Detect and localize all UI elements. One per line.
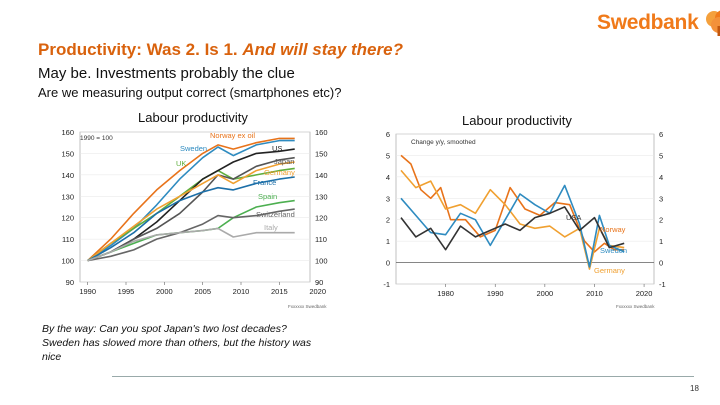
chart-1-title: Labour productivity — [138, 110, 248, 125]
chart-2-source: Fxxxxxx Swedbank — [616, 304, 655, 309]
legend-label-switzerland: Switzerland — [256, 210, 295, 219]
chart-1-xtick: 2010 — [233, 287, 250, 296]
legend-label-sweden: Sweden — [600, 246, 627, 255]
chart-1-xtick: 1995 — [118, 287, 135, 296]
series-line-sweden — [400, 184, 625, 268]
chart-2-xtick: 2020 — [636, 289, 653, 298]
slide-question: Are we measuring output correct (smartph… — [38, 85, 342, 100]
legend-label-sweden: Sweden — [180, 144, 207, 153]
chart-labour-productivity-growth: Labour productivity Change y/y, smoothed… — [366, 108, 676, 310]
chart-1-ytick-right: 150 — [315, 149, 328, 158]
chart-2-ytick-right: 0 — [659, 259, 663, 268]
chart-2-ytick-right: 3 — [659, 194, 663, 203]
chart-2-ytick-left: 4 — [386, 173, 390, 182]
chart-1-ytick-right: 120 — [315, 214, 328, 223]
chart-1-ytick-right: 140 — [315, 171, 328, 180]
note-line-2: Sweden has slowed more than others, but … — [42, 337, 312, 349]
chart-1-ytick-left: 120 — [61, 214, 74, 223]
chart-1-ytick-right: 100 — [315, 257, 328, 266]
legend-label-uk: UK — [176, 159, 186, 168]
series-line-italy — [87, 227, 295, 262]
chart-2-ytick-right: 5 — [659, 151, 663, 160]
chart-2-ytick-right: 1 — [659, 237, 663, 246]
chart-1-ytick-right: 160 — [315, 128, 328, 137]
note-line-1: By the way: Can you spot Japan's two los… — [42, 323, 287, 335]
series-line-switzerland — [87, 208, 295, 262]
series-line-usa — [400, 206, 625, 251]
chart-2-xtick: 2000 — [537, 289, 554, 298]
oak-tree-logo-icon — [706, 10, 720, 36]
chart-1-ytick-left: 140 — [61, 171, 74, 180]
chart-1-ytick-right: 110 — [315, 235, 327, 244]
chart-1-ytick-left: 130 — [61, 192, 74, 201]
chart-1-xtick: 2020 — [309, 287, 326, 296]
chart-2-ytick-left: 3 — [386, 194, 390, 203]
legend-label-italy: Italy — [264, 223, 278, 232]
slide-subtitle: May be. Investments probably the clue — [38, 65, 295, 82]
chart-1-xtick: 2005 — [194, 287, 211, 296]
legend-label-us: US — [272, 144, 282, 153]
series-line-norway — [400, 154, 625, 253]
chart-2-ytick-left: 5 — [386, 151, 390, 160]
chart-1-xtick: 1990 — [79, 287, 96, 296]
chart-2-ytick-left: 2 — [386, 216, 390, 225]
legend-label-usa: USA — [566, 213, 581, 222]
commentary-note: By the way: Can you spot Japan's two los… — [42, 322, 362, 364]
legend-label-norway: Norway — [600, 225, 626, 234]
footer-divider — [112, 376, 694, 377]
slide-title: Productivity: Was 2. Is 1. And will stay… — [38, 40, 403, 60]
chart-2-ytick-right: 6 — [659, 130, 663, 139]
chart-2-xtick: 1990 — [487, 289, 504, 298]
chart-labour-productivity-index: Labour productivity 1990 = 100 Fxxxxxx S… — [52, 108, 352, 310]
chart-2-index-note: Change y/y, smoothed — [411, 139, 476, 146]
series-line-france — [87, 176, 295, 262]
chart-1-ytick-left: 100 — [61, 257, 74, 266]
chart-2-ytick-right: -1 — [659, 280, 666, 289]
chart-2-xtick: 2010 — [586, 289, 603, 298]
chart-1-xtick: 2015 — [271, 287, 288, 296]
chart-1-svg: Labour productivity 1990 = 100 Fxxxxxx S… — [61, 110, 328, 309]
title-italic: And will stay there? — [242, 40, 403, 59]
chart-2-ytick-right: 2 — [659, 216, 663, 225]
chart-2-svg: Labour productivity Change y/y, smoothed… — [383, 113, 666, 309]
page-number: 18 — [690, 384, 699, 393]
chart-1-source: Fxxxxxx Swedbank — [288, 304, 327, 309]
legend-label-japan: Japan — [274, 157, 294, 166]
chart-2-ytick-left: -1 — [383, 280, 390, 289]
chart-1-ytick-right: 90 — [315, 278, 323, 287]
chart-1-ytick-left: 160 — [61, 128, 74, 137]
chart-2-ytick-left: 1 — [386, 237, 390, 246]
brand-logo: Swedbank — [597, 8, 720, 38]
chart-1-ytick-left: 150 — [61, 149, 74, 158]
series-line-germany — [87, 161, 295, 262]
chart-1-ytick-right: 130 — [315, 192, 328, 201]
legend-label-germany: Germany — [264, 168, 295, 177]
legend-label-spain: Spain — [258, 192, 277, 201]
note-line-3: nice — [42, 351, 62, 363]
chart-2-ytick-left: 6 — [386, 130, 390, 139]
legend-label-norway-ex-oil: Norway ex oil — [210, 131, 255, 140]
chart-1-xtick: 2000 — [156, 287, 173, 296]
title-plain: Productivity: Was 2. Is 1. — [38, 40, 243, 59]
series-line-norway-ex-oil — [87, 137, 295, 262]
chart-1-index-note: 1990 = 100 — [80, 135, 113, 142]
chart-1-ytick-left: 110 — [62, 235, 74, 244]
chart-2-ytick-left: 0 — [386, 259, 390, 268]
chart-1-plot-frame — [79, 131, 311, 283]
legend-label-france: France — [253, 178, 276, 187]
chart-1-ytick-left: 90 — [66, 278, 74, 287]
chart-2-xtick: 1980 — [437, 289, 454, 298]
chart-2-ytick-right: 4 — [659, 173, 663, 182]
chart-2-title: Labour productivity — [462, 113, 572, 128]
legend-label-germany: Germany — [594, 266, 625, 275]
brand-name: Swedbank — [597, 11, 699, 34]
series-line-germany — [400, 169, 625, 270]
